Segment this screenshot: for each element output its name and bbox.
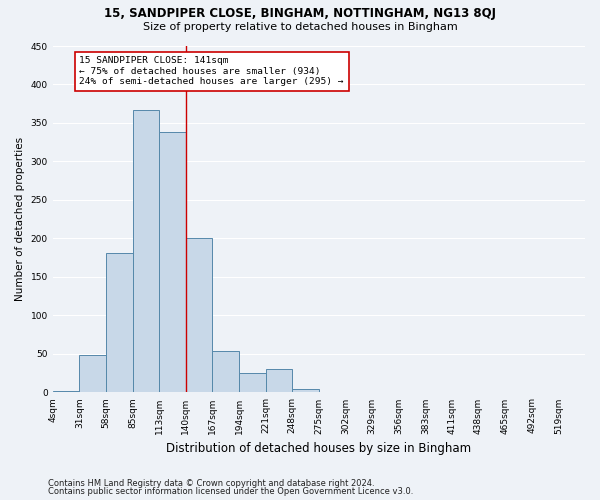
X-axis label: Distribution of detached houses by size in Bingham: Distribution of detached houses by size … (166, 442, 472, 455)
Bar (239, 373, 266, 392)
Text: Contains public sector information licensed under the Open Government Licence v3: Contains public sector information licen… (48, 487, 413, 496)
Text: 15 SANDPIPER CLOSE: 141sqm
← 75% of detached houses are smaller (934)
24% of sem: 15 SANDPIPER CLOSE: 141sqm ← 75% of deta… (79, 56, 344, 86)
Text: Size of property relative to detached houses in Bingham: Size of property relative to detached ho… (143, 22, 457, 32)
Y-axis label: Number of detached properties: Number of detached properties (15, 137, 25, 302)
Bar (292, 388, 319, 392)
Bar (53, 391, 79, 392)
Bar (133, 110, 159, 393)
Bar (106, 253, 133, 392)
Bar (186, 238, 212, 392)
Bar (79, 356, 106, 393)
Bar (212, 351, 239, 393)
Bar (159, 132, 186, 392)
Text: 15, SANDPIPER CLOSE, BINGHAM, NOTTINGHAM, NG13 8QJ: 15, SANDPIPER CLOSE, BINGHAM, NOTTINGHAM… (104, 8, 496, 20)
Text: Contains HM Land Registry data © Crown copyright and database right 2024.: Contains HM Land Registry data © Crown c… (48, 478, 374, 488)
Bar (266, 368, 292, 392)
